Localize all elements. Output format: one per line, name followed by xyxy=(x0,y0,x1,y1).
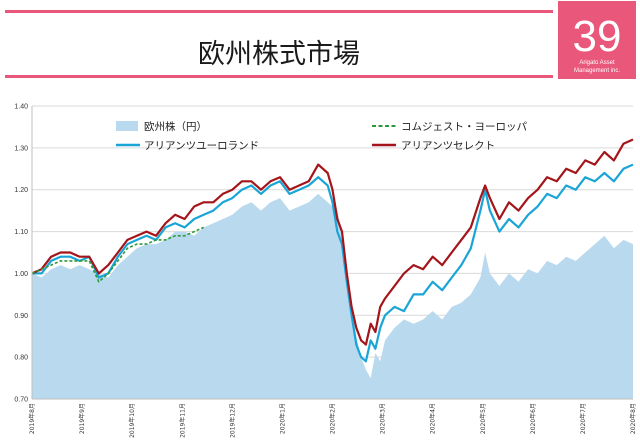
x-tick-label: 2019年8月 xyxy=(28,403,36,434)
y-tick-label: 1.20 xyxy=(14,187,28,194)
company-logo: 39 Arigato Asset Management inc. xyxy=(558,1,636,79)
legend-label-blue: アリアンツユーロランド xyxy=(144,140,259,152)
x-tick-label: 2020年6月 xyxy=(529,403,537,434)
axes: 0.70 0.80 0.90 1.00 1.10 1.20 1.30 1.40 2019年8月 2… xyxy=(14,104,637,438)
logo-company-line2: Management inc. xyxy=(574,68,620,74)
area-series-layer xyxy=(32,193,633,399)
x-tick-label: 2020年7月 xyxy=(579,403,587,434)
y-tick-label: 1.40 xyxy=(14,104,28,111)
y-tick-label: 0.90 xyxy=(14,313,28,320)
y-tick-label: 0.70 xyxy=(14,397,28,404)
header-bottom-accent-line xyxy=(5,75,553,78)
legend-label-dashed: コムジェスト・ヨーロッパ xyxy=(401,121,527,133)
series-line-comgest xyxy=(31,226,205,283)
series-area-euro-stocks xyxy=(32,193,633,399)
x-tick-label: 2019年9月 xyxy=(78,403,86,434)
legend: 欧州株（円） コムジェスト・ヨーロッパ アリアンツユーロランド アリアンツセレク… xyxy=(116,120,527,152)
x-tick-label: 2019年10月 xyxy=(128,403,136,438)
x-tick-label: 2019年12月 xyxy=(228,403,236,438)
y-tick-label: 1.00 xyxy=(14,271,28,278)
x-tick-label: 2020年1月 xyxy=(278,403,286,434)
logo-company-line1: Arigato Asset xyxy=(579,60,615,66)
x-tick-label: 2019年11月 xyxy=(178,403,186,438)
x-tick-label: 2020年3月 xyxy=(379,403,387,434)
x-tick-label: 2020年4月 xyxy=(429,403,437,434)
y-tick-label: 0.80 xyxy=(14,355,28,362)
x-tick-label: 2020年8月 xyxy=(629,403,637,434)
line-series-layer xyxy=(31,138,634,363)
y-tick-label: 1.30 xyxy=(14,145,28,152)
logo-number: 39 xyxy=(573,12,622,61)
legend-label-area: 欧州株（円） xyxy=(144,120,207,133)
chart-title: 欧州株式市場 xyxy=(198,39,360,70)
x-tick-label: 2020年5月 xyxy=(479,403,487,434)
header-top-accent-line xyxy=(5,10,553,13)
series-line-allianz-select xyxy=(31,138,634,346)
series-line-allianz-euroland xyxy=(32,163,634,363)
legend-label-red: アリアンツセレクト xyxy=(401,140,495,152)
legend-swatch-area xyxy=(116,121,138,131)
x-tick-label: 2020年2月 xyxy=(329,403,337,434)
logo-badge xyxy=(558,1,636,79)
y-tick-label: 1.10 xyxy=(14,229,28,236)
